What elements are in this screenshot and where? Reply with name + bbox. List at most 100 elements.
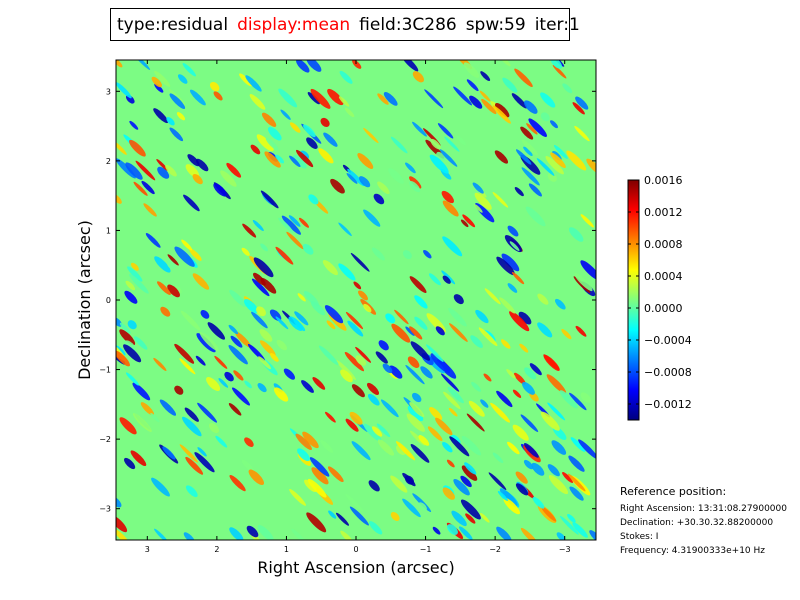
y-axis-label: Declination (arcsec) [75,220,94,380]
residual-blob [404,475,415,485]
residual-blob [197,402,218,423]
residual-blob [580,260,596,281]
residual-blob [511,93,528,109]
y-axis: 3 2 1 0 −1 −2 −3 [99,87,596,514]
residual-blob [311,467,329,485]
residual-blob [320,117,330,127]
residual-blob [468,400,485,417]
residual-blob [515,149,532,165]
residual-blob [529,363,542,376]
residual-blob [526,123,538,135]
residual-blob [383,92,398,106]
residual-blob [444,136,460,152]
residual-blob [180,310,201,331]
residual-blob [346,172,358,184]
residual-blob [275,316,289,330]
residual-blob [355,346,372,363]
residual-blob [174,246,195,267]
residual-blob [546,374,567,394]
residual-blob [116,194,122,204]
residual-blob [543,354,560,372]
residual-blob [429,154,449,174]
residual-blob [194,452,215,473]
residual-blob [471,381,482,392]
residual-blob [229,527,244,540]
residual-blob [552,64,567,79]
reference-frequency: Frequency: 4.31900333e+10 Hz [620,546,766,556]
residual-blob [481,98,497,115]
residual-blob [473,204,483,213]
residual-blob [275,246,294,265]
residual-blob [440,373,460,392]
residual-blob [140,402,155,416]
residual-blob [258,356,272,370]
title-display: display:mean [237,14,351,35]
residual-blob [375,351,388,364]
residual-blob [448,307,467,327]
residual-blob [453,294,464,305]
residual-blob [169,127,184,142]
residual-blob [524,367,537,380]
residual-blob [532,496,545,509]
residual-blob [336,360,356,380]
residual-blob [246,525,259,538]
residual-blob [418,502,427,511]
residual-blob [185,456,204,475]
residual-blob [124,290,138,304]
residual-blob [537,293,549,305]
residual-blob [324,305,344,324]
residual-blob [278,88,298,108]
residual-blob [167,284,180,298]
residual-blob [363,127,379,144]
residual-blob [154,70,171,87]
y-tick-label: −2 [99,435,111,444]
residual-blob [409,181,421,193]
residual-blob [244,437,254,447]
residual-blob [349,411,363,425]
residual-blob [307,478,327,498]
residual-blob [259,340,276,356]
residual-blob [426,344,444,362]
residual-blob [320,440,334,453]
colorbar-tick-label: −0.0004 [644,334,692,347]
residual-blob [385,313,396,324]
residual-blob [302,431,319,449]
residual-blob [441,270,456,285]
residual-blob [176,112,186,121]
residual-blob [328,510,337,519]
residual-blob [264,151,281,168]
y-tick-label: −1 [99,366,111,375]
residual-blob [344,107,355,118]
residual-blob [162,446,176,460]
residual-blob [229,475,246,492]
residual-blob [492,105,511,124]
residual-blob [414,316,428,330]
residual-blob [301,380,314,393]
residual-blob [580,214,595,228]
title-spw: spw:59 [465,14,526,35]
residual-blob [338,263,356,281]
residual-blob [474,192,492,210]
residual-blob [241,247,250,256]
reference-position-panel: Reference position: Right Ascension: 13:… [620,485,787,558]
residual-blob [521,139,539,156]
residual-blob [368,480,380,492]
residual-blob [119,417,137,435]
residual-blob [578,439,596,460]
residual-blob [430,138,442,150]
residual-blob [197,447,207,457]
residual-blob [265,137,279,151]
colorbar-tick-label: 0.0008 [644,238,683,251]
residual-blob [116,515,128,533]
residual-blob [347,320,364,337]
residual-blob [420,366,433,379]
residual-blob [165,164,177,177]
residual-blob [318,345,339,366]
residual-blob [241,459,255,473]
residual-blob [306,60,322,72]
residual-blob [256,306,266,317]
residual-blob [124,457,136,470]
residual-blob [449,323,468,342]
residual-blob [253,257,274,278]
residual-blob [289,488,307,506]
